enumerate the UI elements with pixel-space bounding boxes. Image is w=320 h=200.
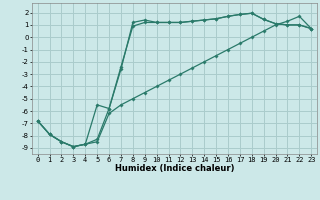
X-axis label: Humidex (Indice chaleur): Humidex (Indice chaleur) (115, 164, 234, 173)
